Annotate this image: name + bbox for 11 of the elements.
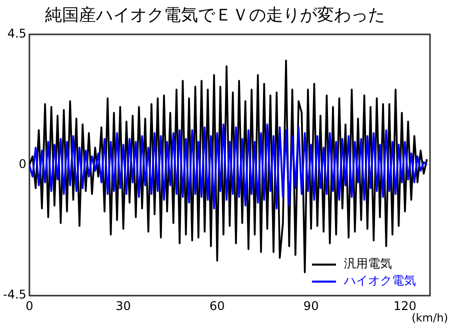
- chart-title: 純国産ハイオク電気でＥＶの走りが変わった: [45, 6, 385, 26]
- y-tick-label: 4.5: [7, 26, 26, 41]
- y-tick-label: 0: [18, 157, 26, 172]
- x-tick-label: 120: [394, 298, 416, 313]
- legend-label: 汎用電気: [344, 256, 392, 271]
- legend-label: ハイオク電気: [343, 274, 416, 288]
- x-tick-label: 90: [303, 298, 319, 313]
- x-tick-label: 60: [210, 298, 225, 313]
- x-tick-label: 30: [116, 298, 131, 313]
- x-axis-title: (km/h): [412, 311, 448, 324]
- y-tick-label: -4.5: [2, 288, 26, 302]
